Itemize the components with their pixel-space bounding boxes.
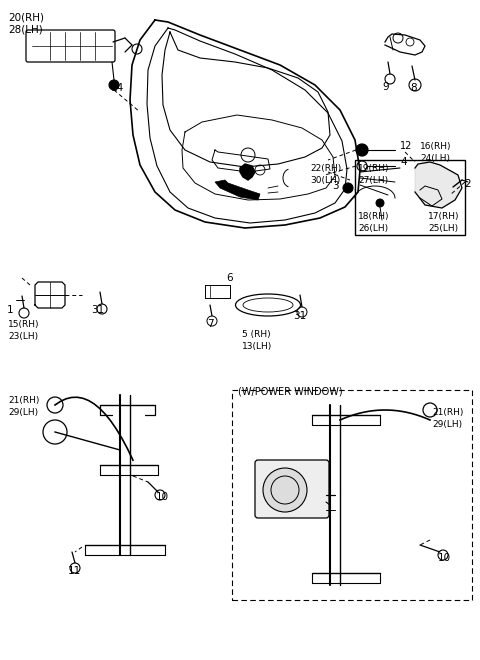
Text: 31: 31: [293, 311, 307, 321]
Text: 14: 14: [110, 83, 124, 93]
Text: 10: 10: [156, 492, 168, 502]
Text: 19(RH): 19(RH): [358, 164, 389, 172]
Circle shape: [343, 183, 353, 193]
Text: 3: 3: [332, 181, 338, 191]
Circle shape: [109, 80, 119, 90]
Text: 8: 8: [411, 83, 417, 93]
Text: (W/POWER WINDOW): (W/POWER WINDOW): [238, 387, 343, 397]
Text: 15(RH): 15(RH): [8, 319, 39, 329]
Text: 4: 4: [400, 157, 407, 167]
Text: 29(LH): 29(LH): [8, 407, 38, 416]
Text: 23(LH): 23(LH): [8, 331, 38, 341]
Text: 9: 9: [383, 82, 389, 92]
Text: 20(RH): 20(RH): [8, 13, 44, 23]
Circle shape: [376, 199, 384, 207]
Polygon shape: [215, 180, 260, 200]
Text: 6: 6: [227, 273, 233, 283]
Bar: [355, 160, 465, 235]
Ellipse shape: [236, 294, 300, 316]
Polygon shape: [240, 164, 255, 180]
Text: 12: 12: [400, 141, 412, 151]
Text: 10: 10: [437, 553, 451, 563]
Bar: [232, 390, 472, 600]
FancyBboxPatch shape: [26, 30, 115, 62]
Text: 21(RH): 21(RH): [8, 395, 39, 405]
Text: 27(LH): 27(LH): [358, 176, 388, 185]
Text: 2: 2: [465, 179, 471, 189]
Text: 26(LH): 26(LH): [358, 224, 388, 234]
Text: 16(RH): 16(RH): [420, 141, 452, 150]
Text: 18(RH): 18(RH): [358, 213, 389, 222]
Text: 1: 1: [7, 305, 13, 315]
Circle shape: [263, 468, 307, 512]
Text: 25(LH): 25(LH): [428, 224, 458, 234]
Text: 24(LH): 24(LH): [420, 154, 450, 162]
Text: 17(RH): 17(RH): [428, 213, 459, 222]
Text: 22(RH): 22(RH): [310, 164, 341, 172]
Text: 5 (RH): 5 (RH): [242, 331, 271, 339]
Text: 21(RH): 21(RH): [432, 407, 463, 416]
Text: 29(LH): 29(LH): [432, 420, 462, 428]
Circle shape: [356, 144, 368, 156]
Text: 11: 11: [67, 566, 81, 576]
Text: 7: 7: [207, 319, 213, 329]
Text: 31: 31: [91, 305, 105, 315]
Text: 13(LH): 13(LH): [242, 343, 272, 352]
Polygon shape: [415, 162, 462, 208]
Text: 30(LH): 30(LH): [310, 176, 340, 185]
Text: 28(LH): 28(LH): [8, 25, 43, 35]
FancyBboxPatch shape: [255, 460, 329, 518]
Ellipse shape: [243, 298, 293, 312]
